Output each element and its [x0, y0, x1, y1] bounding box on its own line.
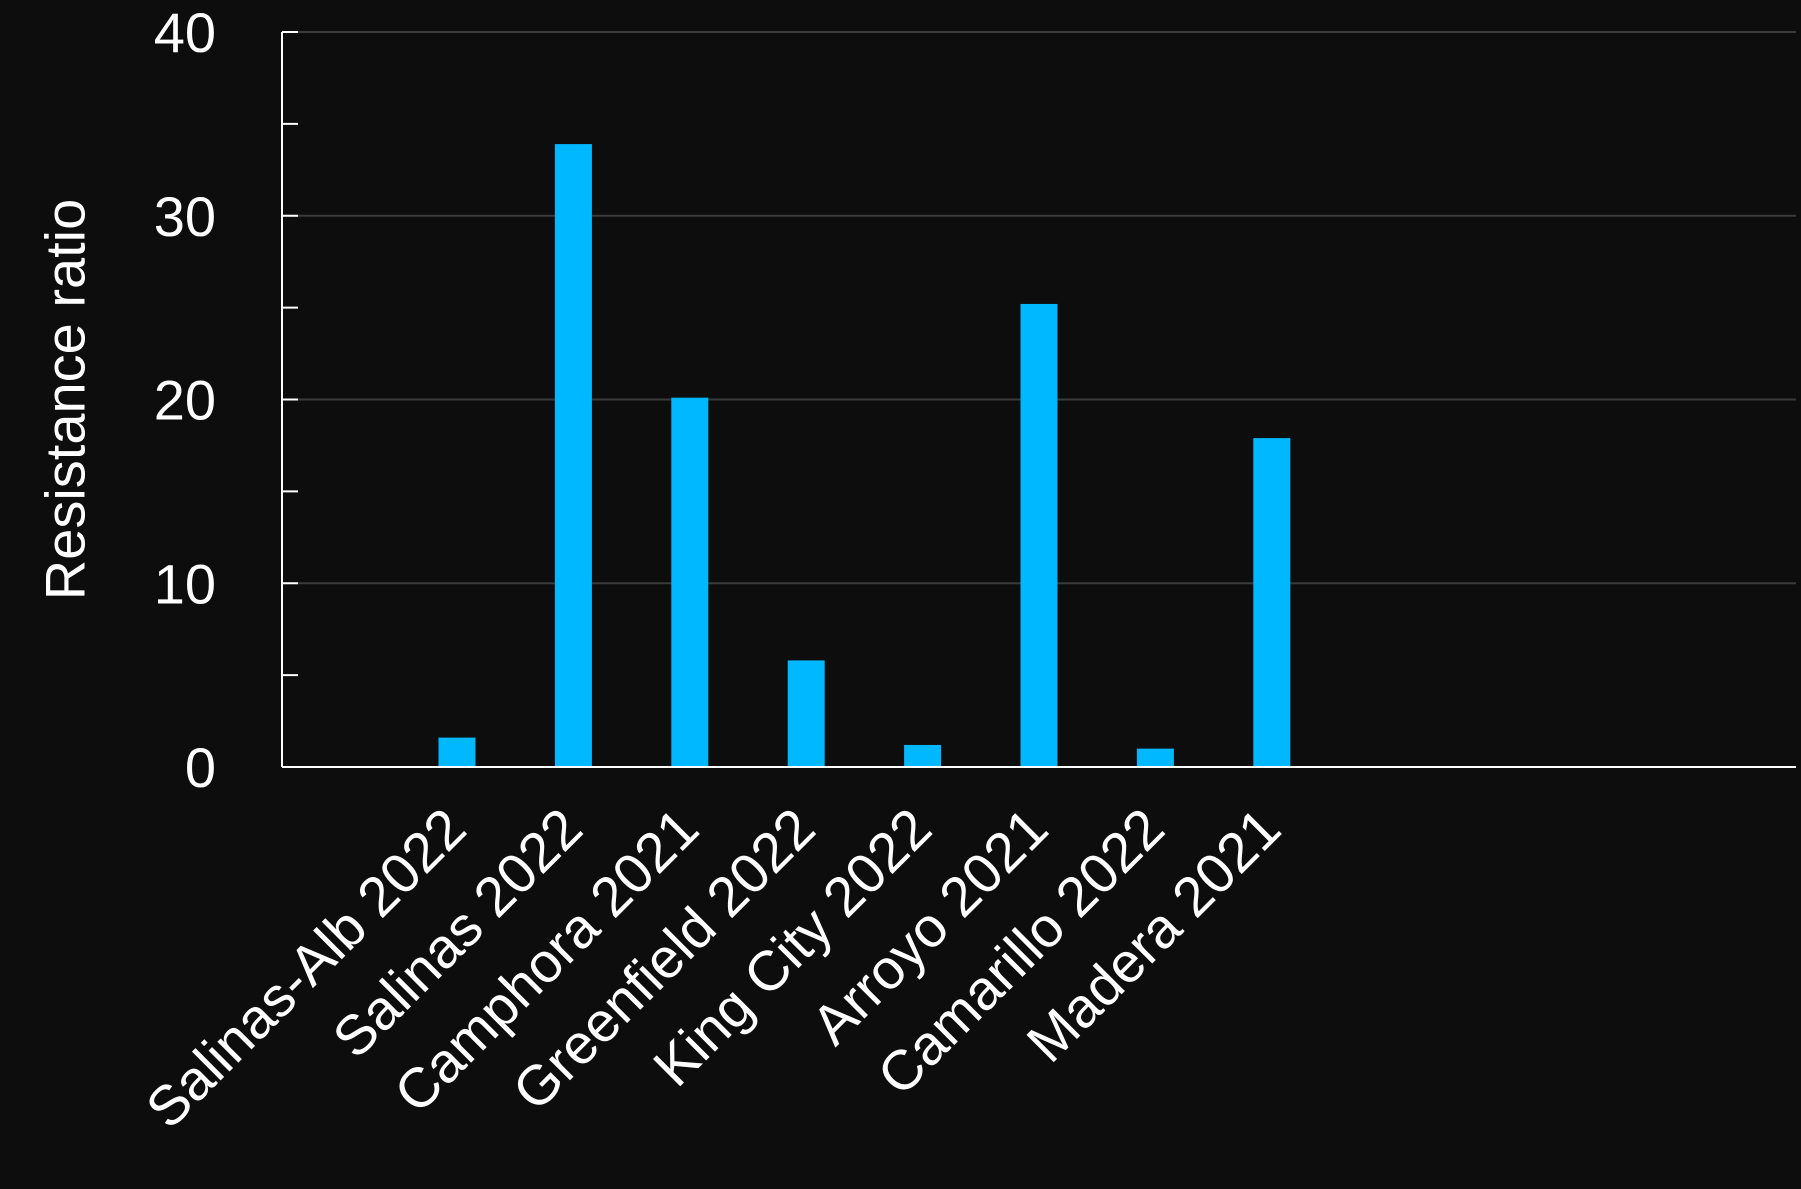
bar — [1136, 748, 1174, 767]
y-tick-label: 20 — [154, 369, 216, 432]
y-tick-labels: 0 10 20 30 40 — [154, 1, 298, 799]
bar — [554, 144, 592, 767]
bars — [438, 144, 1291, 767]
bar — [787, 660, 825, 767]
y-tick-label: 40 — [154, 1, 216, 64]
bar — [438, 737, 476, 767]
y-axis-title: Resistance ratio — [34, 199, 97, 601]
y-tick-label: 10 — [154, 552, 216, 615]
y-tick-label: 0 — [185, 736, 216, 799]
bar — [1253, 438, 1291, 767]
bar — [671, 397, 709, 767]
bar — [904, 744, 942, 767]
bar — [1020, 303, 1058, 767]
y-tick-label: 30 — [154, 185, 216, 248]
